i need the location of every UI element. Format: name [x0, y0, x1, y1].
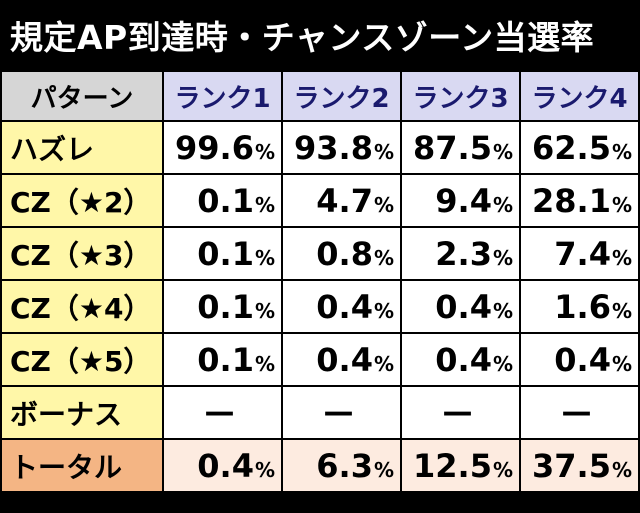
row-label-cz-star3: CZ（★3） [0, 228, 164, 281]
percent-sign: % [492, 139, 513, 164]
percent-sign: % [492, 457, 513, 482]
cell-value: 0.4% [402, 281, 521, 334]
cell-value: 0.1% [164, 175, 283, 228]
cell-value: 6.3% [283, 440, 402, 493]
cell-value: 99.6% [164, 122, 283, 175]
percent-sign: % [611, 139, 632, 164]
value-number: 28.1 [532, 181, 611, 220]
cell-value: 1.6% [521, 281, 640, 334]
value-number: 0.8 [316, 234, 373, 273]
cell-value: 0.1% [164, 334, 283, 387]
page-title: 規定AP到達時・チャンスゾーン当選率 [0, 0, 640, 70]
percent-sign: % [611, 192, 632, 217]
cell-value: 4.7% [283, 175, 402, 228]
value-number: 0.1 [197, 181, 254, 220]
cell-value: 7.4% [521, 228, 640, 281]
value-number: 93.8 [294, 128, 373, 167]
percent-sign: % [254, 298, 275, 323]
row-label-total: トータル [0, 440, 164, 493]
cell-dash: — [164, 387, 283, 440]
table-row: CZ（★5） 0.1% 0.4% 0.4% 0.4% [0, 334, 640, 387]
cell-value: 28.1% [521, 175, 640, 228]
percent-sign: % [373, 298, 394, 323]
percent-sign: % [254, 192, 275, 217]
cell-value: 0.4% [402, 334, 521, 387]
value-number: 1.6 [554, 287, 611, 326]
value-number: 0.4 [435, 287, 492, 326]
percent-sign: % [611, 245, 632, 270]
value-number: 12.5 [413, 446, 492, 485]
percent-sign: % [611, 457, 632, 482]
percent-sign: % [492, 351, 513, 376]
percent-sign: % [611, 351, 632, 376]
table-row-total: トータル 0.4% 6.3% 12.5% 37.5% [0, 440, 640, 493]
table-row: CZ（★2） 0.1% 4.7% 9.4% 28.1% [0, 175, 640, 228]
table-row: ボーナス — — — — [0, 387, 640, 440]
value-number: 0.1 [197, 234, 254, 273]
value-number: 62.5 [532, 128, 611, 167]
percent-sign: % [254, 351, 275, 376]
percent-sign: % [373, 139, 394, 164]
cell-value: 0.4% [283, 281, 402, 334]
percent-sign: % [373, 457, 394, 482]
percent-sign: % [373, 245, 394, 270]
cell-value: 37.5% [521, 440, 640, 493]
cell-dash: — [521, 387, 640, 440]
rank-2-header: ランク2 [283, 70, 402, 122]
percent-sign: % [254, 457, 275, 482]
cell-value: 93.8% [283, 122, 402, 175]
value-number: 0.1 [197, 340, 254, 379]
value-number: 87.5 [413, 128, 492, 167]
cell-value: 87.5% [402, 122, 521, 175]
table-header-row: パターン ランク1 ランク2 ランク3 ランク4 [0, 70, 640, 122]
table-row: CZ（★3） 0.1% 0.8% 2.3% 7.4% [0, 228, 640, 281]
value-number: 6.3 [316, 446, 373, 485]
value-number: 0.1 [197, 287, 254, 326]
percent-sign: % [254, 245, 275, 270]
percent-sign: % [492, 245, 513, 270]
cell-value: 62.5% [521, 122, 640, 175]
row-label-bonus: ボーナス [0, 387, 164, 440]
value-number: 4.7 [316, 181, 373, 220]
cell-value: 0.4% [283, 334, 402, 387]
table-row: ハズレ 99.6% 93.8% 87.5% 62.5% [0, 122, 640, 175]
percent-sign: % [492, 298, 513, 323]
cell-value: 9.4% [402, 175, 521, 228]
value-number: 9.4 [435, 181, 492, 220]
cell-value: 0.1% [164, 228, 283, 281]
value-number: 99.6 [175, 128, 254, 167]
percent-sign: % [492, 192, 513, 217]
rank-1-header: ランク1 [164, 70, 283, 122]
table-row: CZ（★4） 0.1% 0.4% 0.4% 1.6% [0, 281, 640, 334]
cell-value: 0.1% [164, 281, 283, 334]
cell-dash: — [402, 387, 521, 440]
row-label-cz-star2: CZ（★2） [0, 175, 164, 228]
value-number: 7.4 [554, 234, 611, 273]
percent-sign: % [373, 351, 394, 376]
row-label-hazure: ハズレ [0, 122, 164, 175]
percent-sign: % [254, 139, 275, 164]
percent-sign: % [373, 192, 394, 217]
value-number: 2.3 [435, 234, 492, 273]
cell-value: 12.5% [402, 440, 521, 493]
value-number: 0.4 [435, 340, 492, 379]
value-number: 0.4 [316, 287, 373, 326]
percent-sign: % [611, 298, 632, 323]
rank-4-header: ランク4 [521, 70, 640, 122]
cell-dash: — [283, 387, 402, 440]
cell-value: 0.4% [521, 334, 640, 387]
value-number: 0.4 [197, 446, 254, 485]
rank-3-header: ランク3 [402, 70, 521, 122]
pattern-header: パターン [0, 70, 164, 122]
value-number: 0.4 [316, 340, 373, 379]
row-label-cz-star5: CZ（★5） [0, 334, 164, 387]
value-number: 0.4 [554, 340, 611, 379]
cell-value: 0.8% [283, 228, 402, 281]
row-label-cz-star4: CZ（★4） [0, 281, 164, 334]
cell-value: 0.4% [164, 440, 283, 493]
cell-value: 2.3% [402, 228, 521, 281]
probability-table: パターン ランク1 ランク2 ランク3 ランク4 ハズレ 99.6% 93.8%… [0, 70, 640, 493]
value-number: 37.5 [532, 446, 611, 485]
